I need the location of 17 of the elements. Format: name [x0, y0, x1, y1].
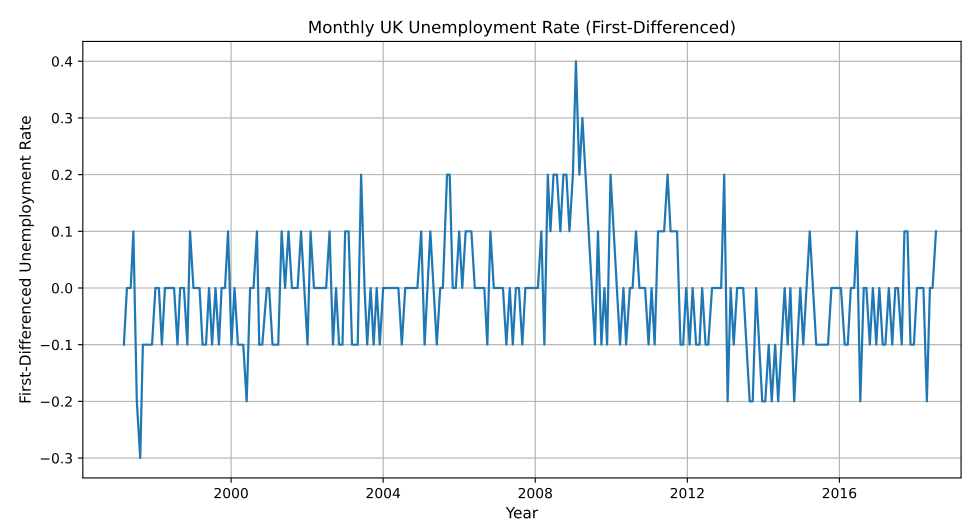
y-tick-label: 0.1	[52, 226, 72, 237]
x-tick-label: 2008	[518, 488, 552, 498]
y-tick-label: 0.3	[52, 112, 72, 124]
y-tick-label: −0.2	[40, 396, 72, 407]
x-tick-label: 2012	[670, 488, 704, 498]
chart-title: Monthly UK Unemployment Rate (First-Differenced)	[309, 20, 735, 37]
line-series	[122, 60, 938, 460]
y-tick-label: −0.1	[40, 340, 72, 350]
y-tick-label: 0.0	[52, 282, 72, 294]
x-tick-label: 2000	[214, 488, 248, 498]
y-axis-title: First-Differenced Unemployment Rate	[19, 116, 34, 402]
x-axis-title: Year	[506, 507, 538, 518]
y-tick-label: 0.2	[52, 170, 72, 180]
x-tick-label: 2016	[822, 488, 856, 498]
x-tick-label: 2004	[366, 488, 400, 498]
y-tick-label: 0.4	[52, 56, 72, 67]
y-tick-label: −0.3	[40, 453, 72, 464]
